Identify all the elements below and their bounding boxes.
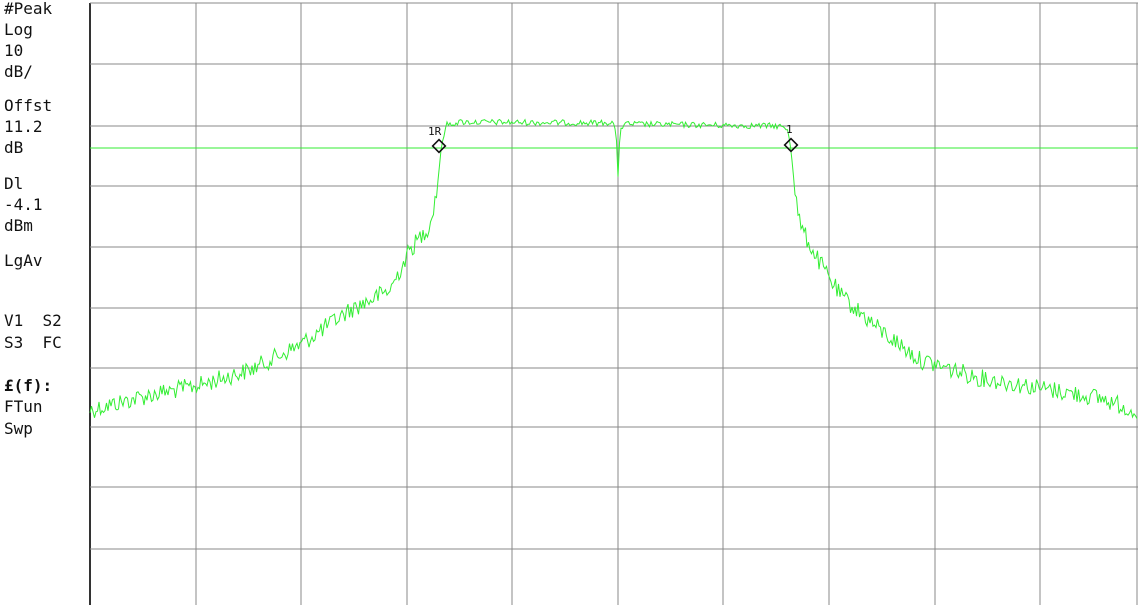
scale-type-label: Log: [4, 20, 33, 39]
scale-value: 10: [4, 41, 24, 60]
spectrum-trace: [89, 118, 1138, 419]
trace-status-line2: S3 FC: [4, 333, 62, 352]
marker-1r[interactable]: 1R: [428, 125, 447, 154]
display-line-value: -4.1: [4, 195, 43, 214]
sweep-label: Swp: [4, 419, 33, 438]
detector-peak-label: #Peak: [4, 0, 53, 18]
ftun-label: FTun: [4, 397, 43, 416]
marker-1[interactable]: 1: [783, 123, 799, 153]
scale-unit: dB/: [4, 62, 33, 81]
function-label: £(f):: [4, 376, 53, 395]
offset-value: 11.2: [4, 117, 43, 136]
display-line-unit: dBm: [4, 216, 33, 235]
annotation-panel: #Peak Log 10 dB/ Offst 11.2 dB Dl -4.1 d…: [0, 0, 90, 605]
display-line-label: Dl: [4, 174, 24, 193]
trace-status-line1: V1 S2: [4, 311, 62, 330]
graticule: [89, 2, 1138, 605]
offset-unit: dB: [4, 138, 24, 157]
average-type-label: LgAv: [4, 251, 43, 270]
marker-1r-label: 1R: [428, 125, 442, 138]
marker-1-label: 1: [786, 123, 793, 136]
offset-label: Offst: [4, 96, 53, 115]
